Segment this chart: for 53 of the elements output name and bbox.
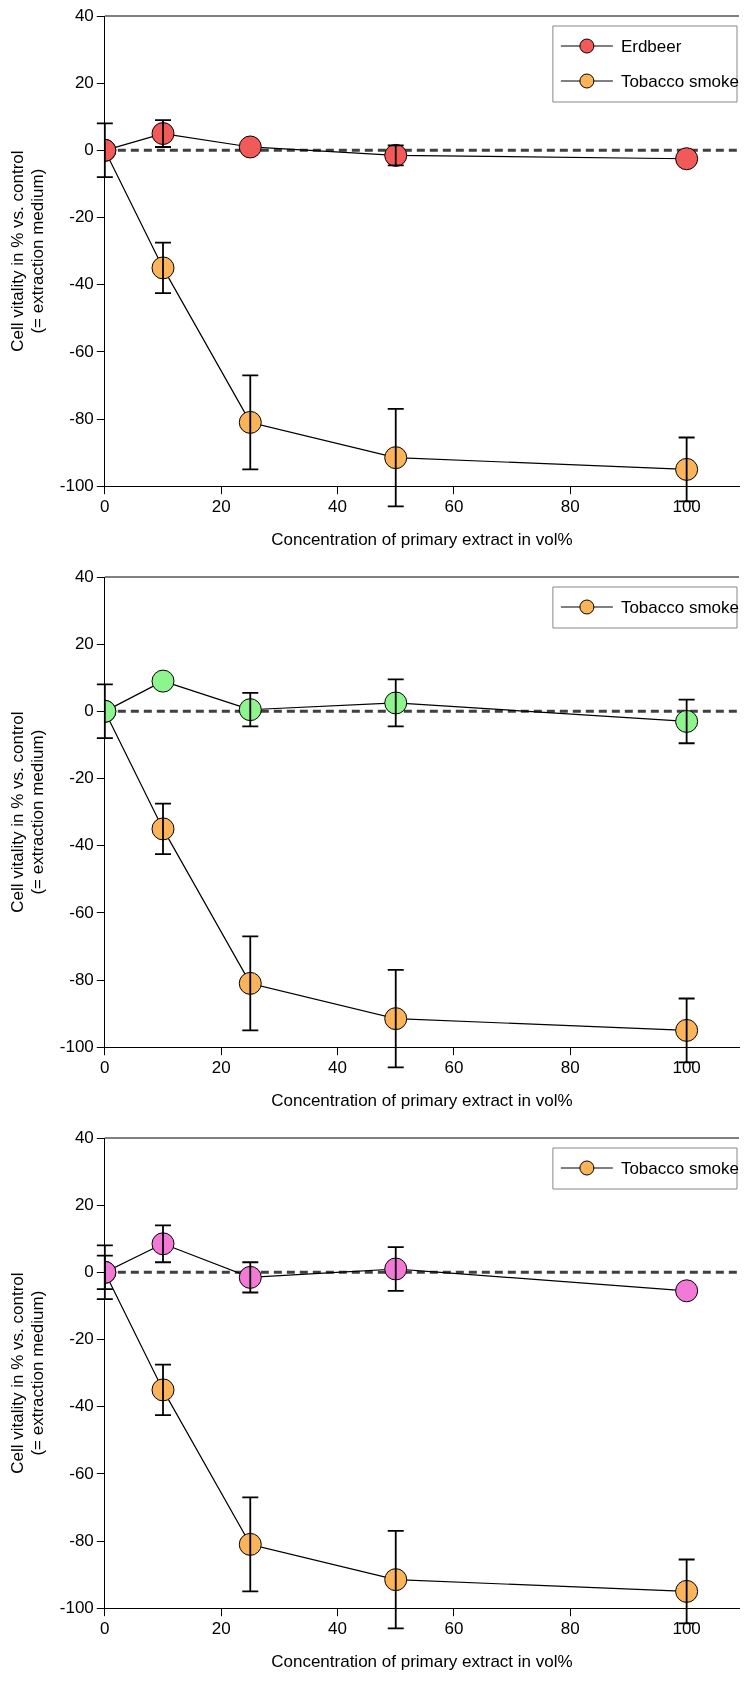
y-axis-title: Cell vitality in % vs. control (= extraction medium) [7,150,48,352]
x-tick-label: 20 [211,1619,231,1639]
y-tick-label: 20 [74,1194,94,1214]
y-tick-label: 40 [74,5,94,25]
y-tick-label: -80 [69,1530,94,1550]
point [238,135,262,159]
y-tick-label: -40 [69,835,94,855]
x-axis-title: Concentration of primary extract in vol% [271,1652,573,1672]
y-tick-label: -60 [69,341,94,361]
x-tick-label: 40 [328,1058,348,1078]
legend-label: Tobacco smoke [620,597,740,617]
y-tick-label: 40 [74,1127,94,1147]
point [675,1279,699,1303]
x-tick-label: 20 [211,497,231,517]
legend-label: Erdbeer [620,36,682,56]
x-tick-label: 20 [211,1058,231,1078]
y-tick-label: 40 [74,566,94,586]
x-tick-label: 0 [100,497,110,517]
x-tick-label: 40 [328,497,348,517]
y-tick-label: -40 [69,274,94,294]
y-tick-label: -100 [59,1036,94,1056]
y-tick-label: -60 [69,902,94,922]
y-tick-label: -60 [69,1463,94,1483]
x-axis-title: Concentration of primary extract in vol% [271,1091,573,1111]
x-axis-title: Concentration of primary extract in vol% [271,530,573,550]
y-tick-label: -100 [59,1597,94,1617]
y-tick-label: 0 [84,1262,94,1282]
y-axis-title: Cell vitality in % vs. control (= extraction medium) [7,1272,48,1474]
y-tick-label: -20 [69,768,94,788]
x-tick-label: 40 [328,1619,348,1639]
y-tick-label: 0 [84,701,94,721]
legend-label: Tobacco smoke [620,1158,740,1178]
y-axis-title: Cell vitality in % vs. control (= extraction medium) [7,711,48,913]
legend-label: Tobacco smoke [620,71,740,91]
x-tick-label: 80 [560,497,580,517]
y-tick-label: -20 [69,1329,94,1349]
x-tick-label: 80 [560,1619,580,1639]
y-tick-label: -40 [69,1396,94,1416]
y-tick-label: -100 [59,475,94,495]
y-tick-label: 20 [74,633,94,653]
point [675,147,699,171]
y-tick-label: -80 [69,408,94,428]
x-tick-label: 60 [444,1058,464,1078]
x-tick-label: 60 [444,497,464,517]
y-tick-label: 20 [74,72,94,92]
x-tick-label: 60 [444,1619,464,1639]
y-tick-label: 0 [84,140,94,160]
point [151,669,175,693]
x-tick-label: 80 [560,1058,580,1078]
y-tick-label: -80 [69,969,94,989]
x-tick-label: 0 [100,1058,110,1078]
y-tick-label: -20 [69,207,94,227]
x-tick-label: 0 [100,1619,110,1639]
